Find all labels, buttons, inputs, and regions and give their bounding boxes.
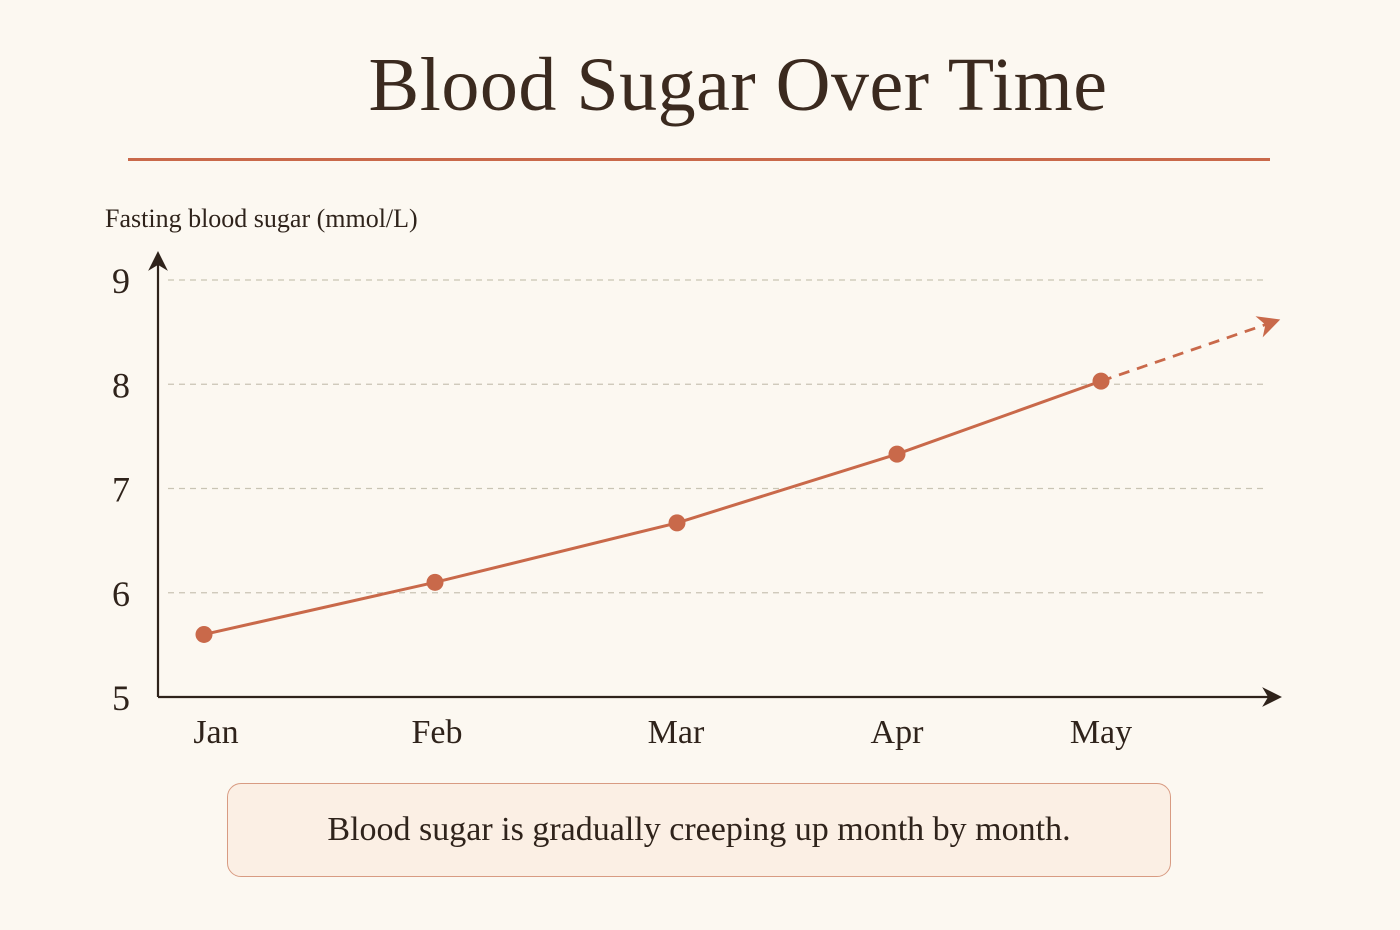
data-point-may: [1092, 372, 1110, 390]
y-tick-label-7: 7: [112, 470, 130, 510]
y-tick-label-5: 5: [112, 678, 130, 718]
x-tick-label-jan: Jan: [193, 714, 238, 751]
x-tick-label-apr: Apr: [871, 714, 925, 751]
x-tick-labels: Jan Feb Mar Apr May: [193, 714, 1132, 751]
data-point-apr: [888, 445, 906, 463]
x-tick-label-mar: Mar: [648, 714, 705, 751]
chart-title: Blood Sugar Over Time: [368, 43, 1108, 127]
data-point-mar: [668, 514, 686, 532]
series-line: [203, 379, 1102, 636]
data-point-feb: [426, 573, 444, 591]
y-axis-label: Fasting blood sugar (mmol/L): [105, 204, 418, 233]
y-tick-label-9: 9: [112, 261, 130, 301]
title-underline: [128, 158, 1270, 161]
x-tick-label-feb: Feb: [412, 714, 463, 751]
caption-text: Blood sugar is gradually creeping up mon…: [327, 811, 1071, 848]
x-tick-label-may: May: [1070, 714, 1132, 751]
y-tick-label-8: 8: [112, 365, 130, 405]
grid-lines: [168, 279, 1268, 594]
data-series: [195, 316, 1281, 643]
data-point-jan: [195, 625, 213, 643]
trend-arrow: [1100, 316, 1281, 383]
y-tick-label-6: 6: [112, 574, 130, 614]
y-tick-labels: 5 6 7 8 9: [112, 261, 130, 718]
axes: [148, 251, 1282, 707]
caption-box: Blood sugar is gradually creeping up mon…: [227, 783, 1171, 877]
